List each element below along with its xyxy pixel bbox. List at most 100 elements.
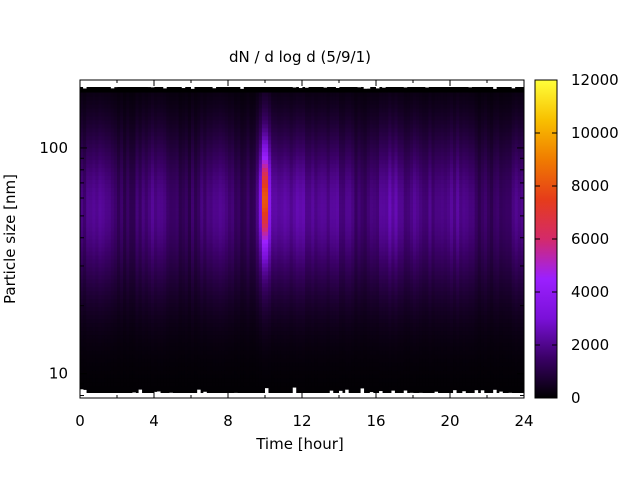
heatmap-cell: [120, 354, 124, 359]
heatmap-cell: [231, 187, 235, 192]
heatmap-cell: [107, 326, 112, 332]
heatmap-cell: [215, 187, 220, 192]
heatmap-cell: [191, 358, 195, 363]
heatmap-cell: [141, 151, 146, 157]
heatmap-cell: [107, 219, 112, 224]
heatmap-cell: [224, 382, 229, 387]
heatmap-cell: [147, 250, 152, 256]
heatmap-cell: [246, 290, 251, 296]
heatmap-cell: [120, 199, 124, 204]
heatmap-cell: [166, 374, 171, 379]
heatmap-cell: [154, 358, 158, 363]
heatmap-cell: [181, 171, 186, 176]
heatmap-cell: [110, 286, 115, 292]
heatmap-cell: [144, 390, 149, 395]
heatmap-cell: [234, 342, 238, 347]
heatmap-cell: [150, 183, 155, 188]
heatmap-cell: [218, 231, 223, 236]
heatmap-cell: [98, 159, 103, 165]
heatmap-cell: [200, 298, 204, 304]
heatmap-cell: [160, 179, 164, 184]
heatmap-cell: [117, 91, 121, 97]
heatmap-cell: [246, 270, 251, 276]
heatmap-cell: [107, 302, 112, 308]
heatmap-cell: [187, 282, 192, 288]
heatmap-cell: [95, 290, 100, 296]
heatmap-cell: [89, 342, 93, 347]
heatmap-cell: [255, 119, 260, 125]
heatmap-cell: [218, 310, 223, 316]
heatmap-cell: [215, 103, 220, 109]
heatmap-cell: [120, 250, 124, 256]
heatmap-cell: [203, 115, 208, 121]
heatmap-cell: [249, 302, 254, 308]
heatmap-cell: [132, 215, 137, 220]
heatmap-cell: [178, 378, 183, 383]
heatmap-cell: [215, 231, 220, 236]
heatmap-cell: [147, 139, 152, 145]
heatmap-cell: [141, 199, 146, 204]
heatmap-cell: [175, 235, 180, 240]
heatmap-cell: [138, 322, 143, 328]
heatmap-cell: [101, 103, 106, 109]
heatmap-cell: [101, 99, 106, 105]
heatmap-cell: [117, 195, 121, 200]
heatmap-cell: [234, 326, 238, 332]
heatmap-cell: [83, 139, 87, 145]
heatmap-cell: [110, 374, 115, 379]
heatmap-cell: [150, 250, 155, 256]
heatmap-cell: [160, 123, 164, 129]
heatmap-cell: [237, 203, 241, 208]
heatmap-cell: [147, 119, 152, 125]
heatmap-cell: [221, 294, 226, 300]
heatmap-cell: [120, 239, 124, 244]
heatmap-cell: [200, 135, 204, 141]
heatmap-cell: [169, 203, 174, 208]
heatmap-cell: [98, 286, 103, 292]
heatmap-cell: [224, 362, 229, 367]
heatmap-cell: [246, 167, 251, 173]
heatmap-cell: [144, 143, 149, 149]
heatmap-cell: [215, 366, 220, 371]
heatmap-cell: [107, 250, 112, 256]
heatmap-cell: [265, 334, 269, 339]
heatmap-cell: [178, 262, 183, 268]
heatmap-cell: [240, 286, 245, 292]
heatmap-cell: [169, 155, 174, 161]
heatmap-cell: [101, 266, 106, 272]
heatmap-cell: [184, 175, 189, 180]
heatmap-cell: [221, 338, 226, 343]
heatmap-cell: [265, 227, 269, 232]
heatmap-cell: [246, 346, 251, 351]
heatmap-cell: [249, 262, 254, 268]
heatmap-cell: [246, 254, 251, 260]
heatmap-cell: [187, 135, 192, 141]
heatmap-cell: [98, 294, 103, 300]
heatmap-cell: [212, 123, 217, 129]
heatmap-cell: [135, 318, 140, 324]
heatmap-cell: [228, 223, 232, 228]
heatmap-cell: [141, 358, 146, 363]
heatmap-cell: [135, 370, 140, 375]
heatmap-cell: [123, 382, 127, 387]
heatmap-cell: [101, 227, 106, 232]
heatmap-cell: [135, 358, 140, 363]
heatmap-cell: [181, 167, 186, 173]
heatmap-cell: [123, 298, 127, 304]
heatmap-cell: [144, 274, 149, 280]
heatmap-cell: [169, 266, 174, 272]
heatmap-cell: [191, 147, 195, 153]
heatmap-cell: [132, 342, 137, 347]
heatmap-cell: [268, 270, 272, 276]
heatmap-cell: [197, 227, 201, 232]
heatmap-cell: [265, 107, 269, 113]
heatmap-cell: [237, 123, 241, 129]
heatmap-cell: [86, 131, 90, 137]
heatmap-cell: [246, 95, 251, 101]
heatmap-cell: [120, 266, 124, 272]
heatmap-cell: [150, 370, 155, 375]
heatmap-cell: [215, 91, 220, 97]
heatmap-cell: [261, 127, 266, 133]
heatmap-cell: [95, 231, 100, 236]
heatmap-cell: [197, 175, 201, 180]
